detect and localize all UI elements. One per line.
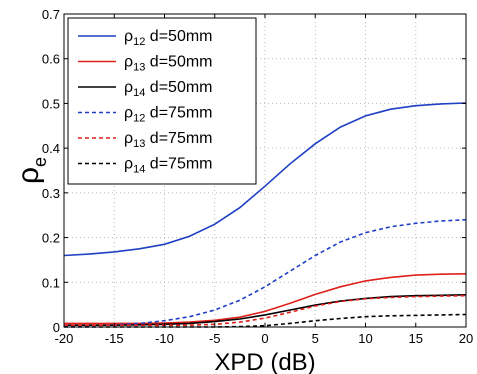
series-line-2 xyxy=(64,273,467,325)
legend-label: ρ14 d=50mm xyxy=(124,79,213,99)
x-axis-label: XPD (dB) xyxy=(214,349,315,374)
y-axis-label: ρe xyxy=(12,157,50,184)
y-tick-label: 0.2 xyxy=(42,231,60,246)
legend-label: ρ12 d=50mm xyxy=(124,28,213,48)
y-axis-label-subscript: e xyxy=(30,157,50,167)
x-tick-label: 5 xyxy=(312,331,319,346)
x-tick-label: -5 xyxy=(209,331,221,346)
x-tick-label: -10 xyxy=(155,331,174,346)
series-lines xyxy=(63,102,467,328)
axis-ticks: -20 -15 -10 -5 0 5 10 15 20 0 0.1 0.2 0.3 0.4 0.5 0.6 0.… xyxy=(42,7,473,346)
legend-label: ρ14 d=75mm xyxy=(124,156,213,176)
y-tick-label: 0.7 xyxy=(42,7,60,22)
y-tick-label: 0.6 xyxy=(42,52,60,67)
legend-label: ρ13 d=50mm xyxy=(124,54,213,74)
x-tick-label: -20 xyxy=(55,331,74,346)
x-tick-label: 10 xyxy=(358,331,372,346)
x-tick-label: 15 xyxy=(409,331,423,346)
series-line-1 xyxy=(63,102,467,257)
series-line-3 xyxy=(64,294,467,326)
y-tick-label: 0.1 xyxy=(42,275,60,290)
y-tick-label: 0.3 xyxy=(42,186,60,201)
legend-label: ρ12 d=75mm xyxy=(124,105,213,125)
y-tick-label: 0 xyxy=(53,320,60,335)
x-tick-label: 0 xyxy=(261,331,268,346)
x-tick-label: -15 xyxy=(105,331,124,346)
series-line-5 xyxy=(64,294,467,326)
legend-label: ρ13 d=75mm xyxy=(124,130,213,150)
y-tick-label: 0.4 xyxy=(42,141,60,156)
x-tick-label: 20 xyxy=(459,331,473,346)
legend-box xyxy=(67,17,257,185)
y-axis-label-symbol: ρ xyxy=(12,167,45,184)
y-tick-label: 0.5 xyxy=(42,96,60,111)
legend: ρ12 d=50mm ρ13 d=50mm ρ14 d=50mm ρ12 d=75mm… xyxy=(67,17,257,185)
